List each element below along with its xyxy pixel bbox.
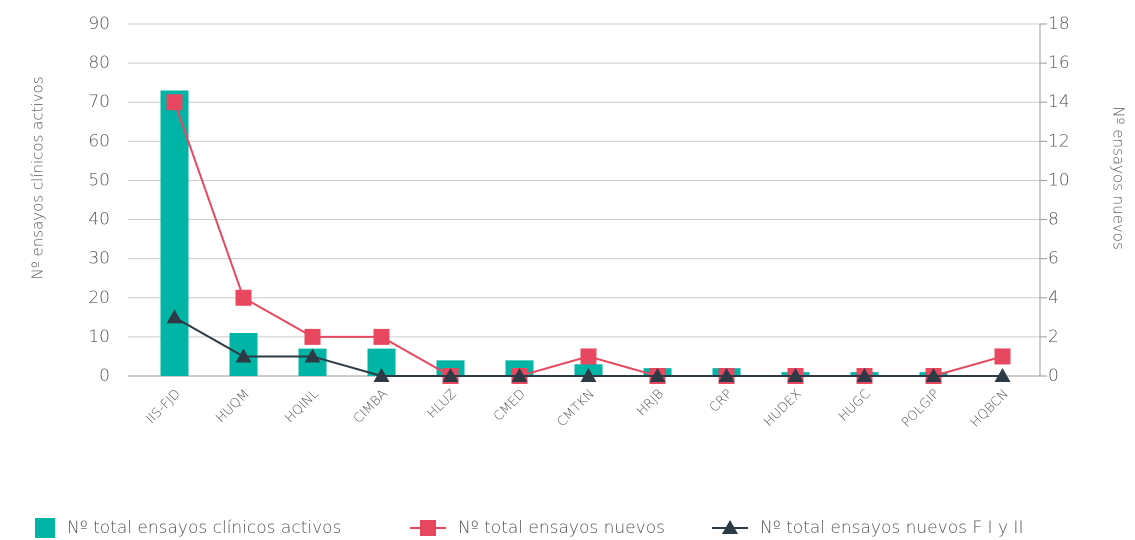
marker [166,94,183,111]
marker [994,368,1011,382]
y-tick-label: 70 [88,92,110,112]
y2-tick-label: 8 [1048,210,1059,230]
y-tick-label: 10 [88,327,110,347]
bar [160,90,189,376]
y2-tick-label: 12 [1048,131,1070,151]
marker [235,348,252,363]
y-tick-label: 40 [88,210,110,230]
y-tick-label: 80 [88,53,110,73]
y2-tick-label: 16 [1048,53,1070,73]
legend-marker [722,520,738,534]
y2-tick-label: 4 [1048,288,1059,308]
legend-swatch [35,518,55,538]
line [173,101,1003,377]
marker [718,368,735,382]
x-tick-label: HQINL [282,387,321,426]
marker [787,368,804,382]
y-tick-label: 30 [88,249,110,269]
legend-label: Nº total ensayos clínicos activos [67,518,341,538]
marker [994,348,1011,365]
marker [304,348,321,363]
marker [304,328,321,345]
x-tick-label: CIMBA [351,387,391,427]
y-axis-label: Nº ensayos clínicos activos [29,76,47,279]
y2-tick-label: 2 [1048,327,1059,347]
x-tick-label: HQBCN [968,387,1012,431]
y-tick-label: 20 [88,288,110,308]
x-tick-label: HUDEX [761,387,804,430]
x-tick-label: CMTKN [554,387,597,430]
y2-tick-label: 18 [1048,14,1070,34]
x-tick-label: POLGIP [899,387,943,431]
x-tick-label: CMED [491,387,529,425]
marker [442,368,459,382]
legend-marker [420,520,436,536]
marker [649,368,666,382]
x-tick-label: HRJB [634,387,667,420]
marker [511,368,528,382]
y2-tick-label: 6 [1048,249,1059,269]
y-tick-label: 90 [88,14,110,34]
x-tick-label: HLUZ [425,387,460,422]
x-tick-label: IIS-FJD [144,387,184,427]
y2-tick-label: 14 [1048,92,1070,112]
x-tick-label: CRP [707,387,736,416]
legend-label: Nº total ensayos nuevos [458,518,665,538]
y-tick-label: 0 [99,366,110,386]
marker [373,328,390,345]
y2-axis-label: Nº ensayos nuevos [1110,106,1128,250]
marker [856,368,873,382]
marker [373,368,390,382]
y2-tick-label: 10 [1048,170,1070,190]
legend-label: Nº total ensayos nuevos F I y II [760,518,1023,538]
marker [166,309,183,324]
marker [580,348,597,365]
y-tick-label: 60 [88,131,110,151]
marker [580,368,597,382]
x-tick-label: HUGC [836,387,874,425]
y2-tick-label: 0 [1048,366,1059,386]
marker [925,368,942,382]
y-tick-label: 50 [88,170,110,190]
x-tick-label: HUQM [213,387,252,426]
marker [235,289,252,306]
